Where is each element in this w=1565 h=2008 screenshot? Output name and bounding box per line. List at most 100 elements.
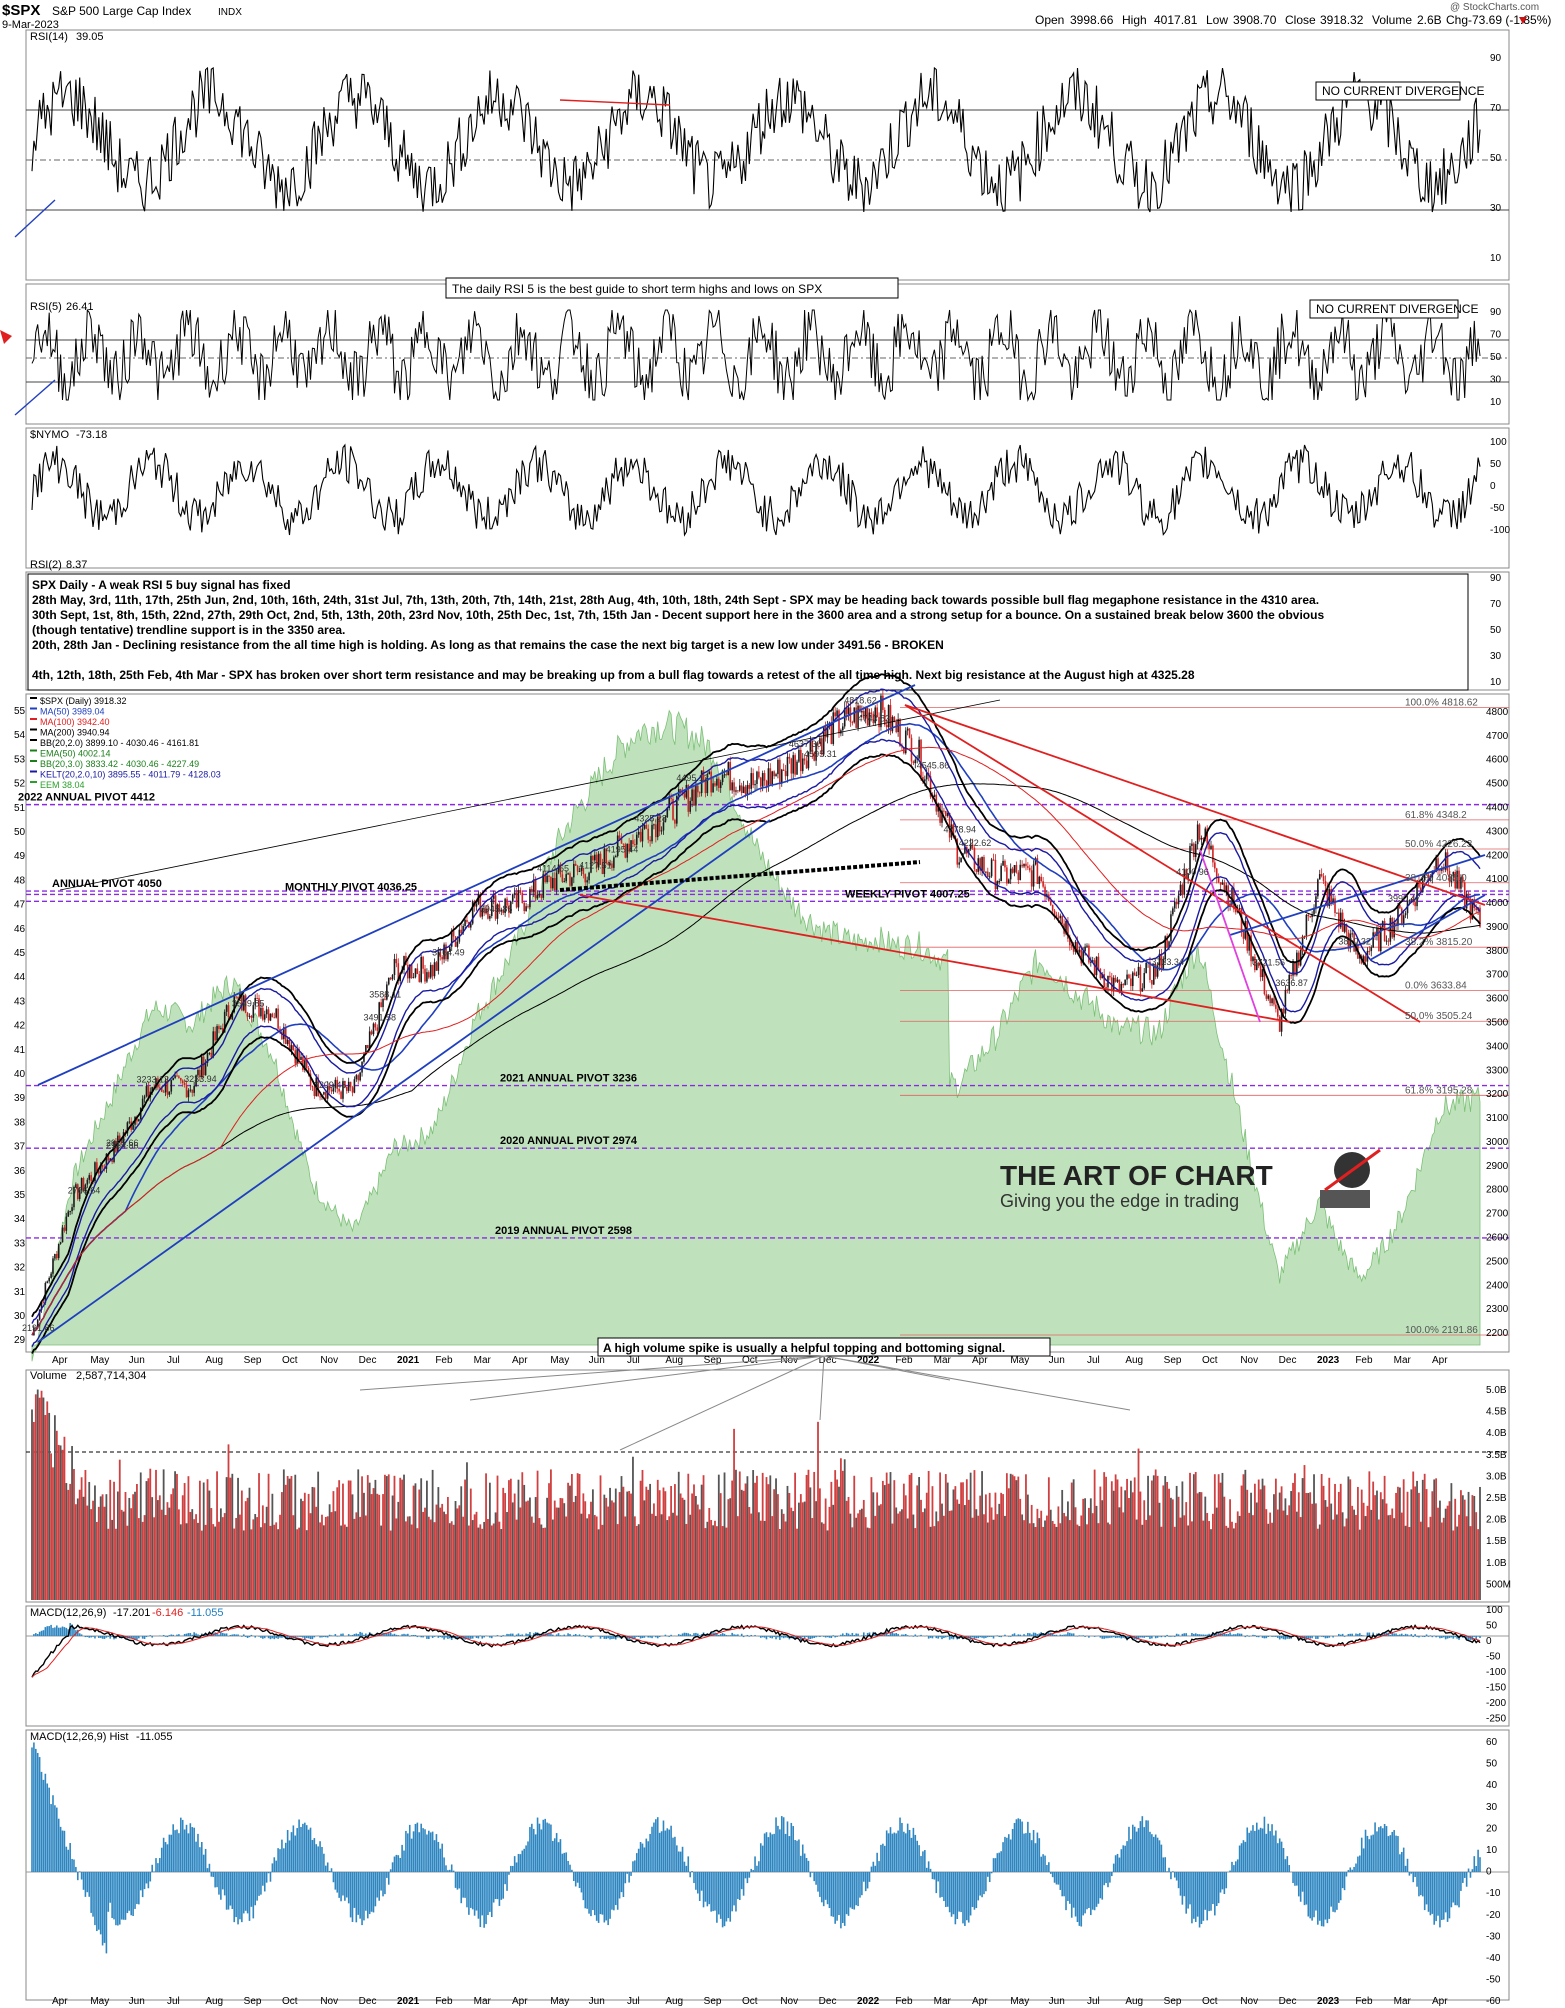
volume-bar	[929, 1526, 932, 1600]
candle-body	[555, 872, 558, 891]
volume-bar	[170, 1494, 173, 1600]
price-tick-label: 3400	[1486, 1041, 1509, 1052]
candle-body	[1189, 846, 1191, 874]
macd-hist-bar	[1374, 1635, 1376, 1636]
macd-hist-bar	[1252, 1634, 1254, 1636]
candle-body	[75, 1184, 77, 1188]
volume-bar	[221, 1517, 224, 1600]
candle-body	[1194, 844, 1197, 858]
candle-body	[216, 1026, 218, 1041]
volume-bar	[1192, 1474, 1195, 1600]
macd-hist-panel-bar	[281, 1839, 283, 1872]
candle-body	[338, 1088, 340, 1092]
volume-bar	[218, 1521, 220, 1600]
svg-text:3998.66: 3998.66	[1070, 13, 1114, 27]
volume-bar	[1007, 1488, 1010, 1600]
candle-body	[1305, 914, 1308, 937]
candle-body	[265, 1009, 268, 1015]
volume-bar	[1021, 1514, 1024, 1600]
volume-bar	[380, 1525, 383, 1600]
candle-body	[750, 773, 753, 789]
macd-hist-panel-bar	[468, 1872, 470, 1915]
macd-hist-bar	[1339, 1634, 1342, 1636]
candle-body	[571, 877, 573, 886]
macd-hist-panel-bar	[748, 1872, 751, 1878]
candle-body	[1038, 876, 1041, 885]
macd-hist-panel-bar	[54, 1805, 56, 1872]
macd-hist-bar	[765, 1636, 768, 1640]
macd-hist-panel-bar	[1259, 1827, 1262, 1872]
macd-hist-panel-bar	[1429, 1872, 1432, 1916]
macd-hist-panel-bar	[908, 1829, 911, 1872]
macd-hist-panel-bar	[1072, 1872, 1075, 1908]
candle-body	[765, 780, 768, 787]
macd-hist-bar	[803, 1636, 806, 1639]
macd-hist-panel-bar	[1366, 1835, 1369, 1872]
date-tick-label: 2022	[857, 1996, 880, 2007]
volume-bar	[1236, 1511, 1239, 1600]
volume-bar	[376, 1493, 379, 1600]
macd-hist-bar	[794, 1636, 796, 1640]
macd-hist-panel-bar	[50, 1804, 52, 1872]
eem-tick-label: 52	[14, 779, 26, 790]
volume-bar	[513, 1493, 516, 1600]
macd-hist-bar	[779, 1636, 781, 1640]
volume-bar	[1170, 1497, 1172, 1600]
candle-body	[643, 824, 646, 829]
volume-bar	[868, 1528, 871, 1600]
volume-bar	[1145, 1519, 1148, 1600]
macd-hist-bar	[220, 1632, 222, 1636]
macd-hist-bar	[355, 1633, 358, 1636]
volume-bar	[158, 1495, 161, 1600]
macd-hist-bar	[347, 1634, 350, 1636]
candle-body	[355, 1075, 358, 1080]
candle-body	[1254, 956, 1256, 971]
watermark: @ StockCharts.com	[1450, 2, 1539, 13]
macd-hist-bar	[773, 1636, 775, 1637]
candle-body	[1057, 917, 1060, 919]
candle-body	[1442, 868, 1445, 870]
volume-bar	[1149, 1515, 1151, 1600]
macd-panel: MACD(12,26,9) -17.201 -6.146 -11.055 100…	[26, 1605, 1509, 1725]
volume-bar	[410, 1524, 413, 1600]
macd-hist-panel-bar	[1471, 1869, 1474, 1872]
volume-bar	[990, 1507, 993, 1600]
macd-hist-panel-bar	[773, 1833, 775, 1872]
volume-bar	[406, 1516, 409, 1600]
candle-body	[798, 749, 800, 762]
volume-bar	[113, 1481, 115, 1600]
macd-hist-panel-bar	[679, 1851, 682, 1872]
macd-hist-panel-bar	[109, 1872, 112, 1903]
candle-body	[1372, 932, 1374, 948]
macd-hist-panel-bar	[1469, 1872, 1472, 1878]
macd-hist-panel-bar	[349, 1872, 352, 1918]
macd-hist-panel-bar	[582, 1872, 585, 1901]
volume-bar	[445, 1514, 447, 1600]
macd-hist-bar	[389, 1632, 392, 1636]
macd-hist-panel-bar	[1122, 1845, 1125, 1872]
macd-hist-bar	[1120, 1636, 1123, 1639]
macd-hist-panel-bar	[300, 1826, 302, 1872]
rsi5-note: NO CURRENT DIVERGENCE	[1316, 302, 1478, 316]
macd-hist-bar	[61, 1626, 64, 1636]
macd-hist-panel-bar	[943, 1872, 945, 1902]
macd-hist-panel-bar	[126, 1872, 129, 1914]
macd-hist-panel-bar	[1145, 1820, 1147, 1872]
macd-hist-bar	[88, 1636, 91, 1638]
candle-body	[254, 998, 257, 1006]
price-annotation: 3636.87	[1275, 978, 1308, 988]
volume-bar	[677, 1471, 680, 1600]
macd-hist-panel-bar	[1334, 1872, 1336, 1913]
volume-bar	[149, 1468, 152, 1600]
macd-hist-panel-bar	[719, 1872, 722, 1919]
macd-hist-panel-bar	[593, 1872, 596, 1916]
candle-body	[172, 1077, 174, 1081]
volume-bar	[836, 1479, 838, 1600]
macd-hist-bar	[697, 1633, 699, 1636]
candle-body	[1400, 908, 1403, 925]
macd-hist-panel-bar	[139, 1872, 142, 1891]
macd-hist-panel-bar	[1015, 1819, 1018, 1872]
volume-bar	[69, 1483, 72, 1600]
eem-tick-label: 40	[14, 1069, 26, 1080]
macd-hist-panel-bar	[449, 1869, 451, 1872]
